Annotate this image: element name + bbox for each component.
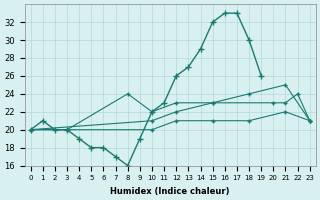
X-axis label: Humidex (Indice chaleur): Humidex (Indice chaleur) bbox=[110, 187, 230, 196]
